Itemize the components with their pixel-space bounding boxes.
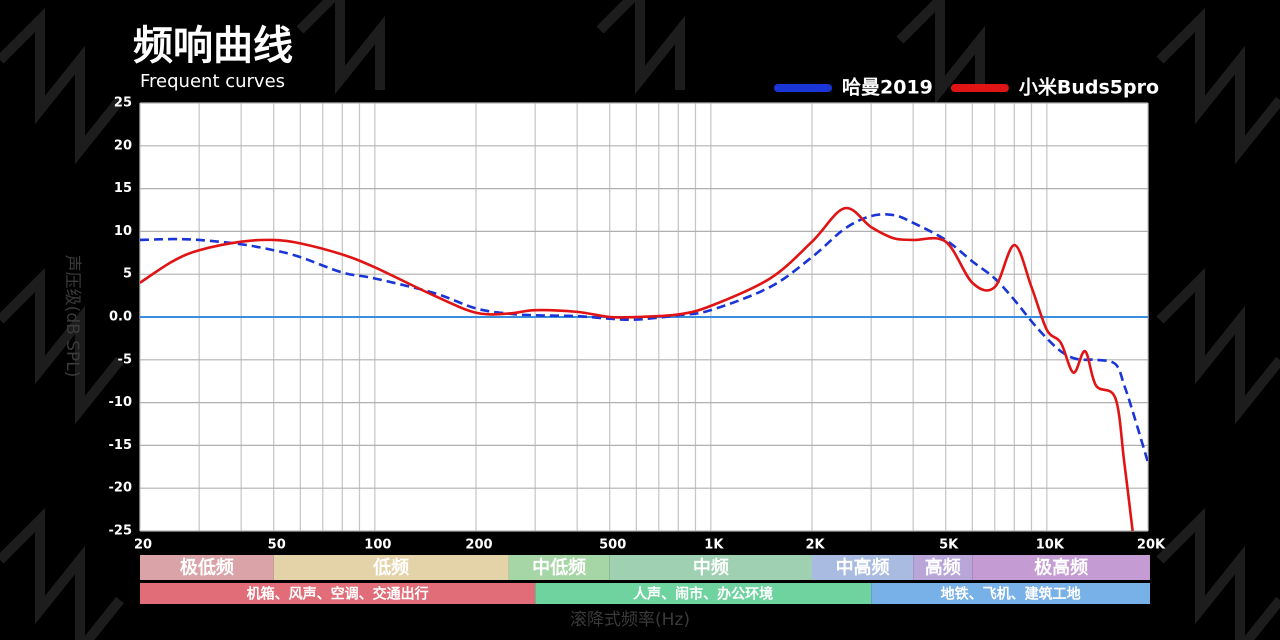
y-tick-label: -5	[118, 352, 132, 367]
x-axis-label: 滚降式频率(Hz)	[570, 610, 690, 630]
band-label: 地铁、飞机、建筑工地	[941, 586, 1081, 603]
band-label: 中频	[693, 557, 729, 579]
y-tick-label: -10	[109, 395, 133, 410]
y-tick-label: 25	[114, 96, 132, 111]
y-tick-label: 10	[114, 224, 132, 239]
y-tick-label: 20	[114, 138, 132, 153]
x-tick-label: 2K	[805, 538, 825, 553]
band	[812, 555, 914, 580]
x-tick-label: 10K	[1036, 538, 1065, 553]
x-tick-label: 100	[364, 538, 391, 553]
x-tick-label: 500	[599, 538, 626, 553]
legend-label: 哈曼2019	[842, 76, 933, 99]
band-label: 中高频	[836, 557, 890, 579]
band	[535, 583, 872, 604]
band-label: 极高频	[1034, 557, 1088, 579]
x-tick-label: 1K	[704, 538, 724, 553]
band-label: 低频	[372, 557, 409, 579]
band-label: 高频	[925, 557, 961, 579]
band	[913, 555, 973, 580]
chart-subtitle: Frequent curves	[140, 71, 285, 92]
chart-title: 频响曲线	[133, 23, 293, 69]
x-tick-label: 20K	[1137, 538, 1166, 553]
band	[140, 555, 274, 580]
x-tick-label: 50	[268, 538, 286, 553]
band	[871, 583, 1150, 604]
lines	[140, 206, 1148, 531]
y-axis-label: 声压级(dB SPL)	[62, 255, 82, 378]
x-tick-label: 5K	[939, 538, 959, 553]
band-label: 中低频	[532, 557, 586, 579]
y-tick-label: -15	[109, 438, 133, 453]
band	[972, 555, 1150, 580]
band	[609, 555, 812, 580]
band-label: 机箱、风声、空调、交通出行	[247, 586, 429, 603]
band	[140, 583, 536, 604]
band	[508, 555, 610, 580]
x-tick-label: 200	[465, 538, 492, 553]
y-tick-label: 5	[123, 267, 132, 282]
band	[273, 555, 509, 580]
y-tick-label: -20	[109, 481, 133, 496]
y-tick-label: -25	[109, 524, 133, 539]
x-tick-label: 20	[134, 538, 152, 553]
y-tick-label: 0.0	[109, 310, 132, 325]
y-tick-label: 15	[114, 181, 132, 196]
series-line	[140, 206, 1134, 531]
legend-label: 小米Buds5pro	[1019, 76, 1159, 99]
band-label: 人声、闹市、办公环境	[633, 586, 773, 603]
series-line	[140, 212, 1148, 463]
band-label: 极低频	[180, 557, 234, 579]
